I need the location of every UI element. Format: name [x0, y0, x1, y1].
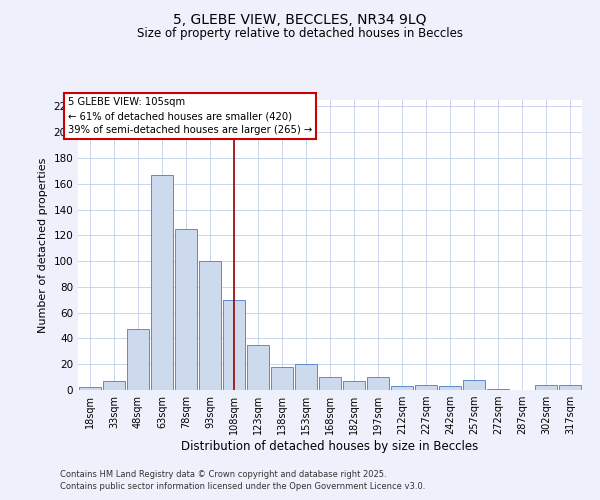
Text: 5 GLEBE VIEW: 105sqm
← 61% of detached houses are smaller (420)
39% of semi-deta: 5 GLEBE VIEW: 105sqm ← 61% of detached h… — [68, 97, 312, 135]
Text: Contains HM Land Registry data © Crown copyright and database right 2025.: Contains HM Land Registry data © Crown c… — [60, 470, 386, 479]
Bar — [559, 385, 581, 390]
Bar — [487, 388, 509, 390]
Bar — [343, 381, 365, 390]
Bar — [439, 386, 461, 390]
Bar — [127, 330, 149, 390]
Bar — [319, 377, 341, 390]
Bar — [415, 385, 437, 390]
Bar — [535, 385, 557, 390]
Bar — [391, 386, 413, 390]
Bar — [463, 380, 485, 390]
Bar — [79, 388, 101, 390]
Bar — [103, 381, 125, 390]
Bar — [223, 300, 245, 390]
Bar — [271, 367, 293, 390]
Text: Size of property relative to detached houses in Beccles: Size of property relative to detached ho… — [137, 28, 463, 40]
Bar — [247, 345, 269, 390]
Y-axis label: Number of detached properties: Number of detached properties — [38, 158, 48, 332]
Text: 5, GLEBE VIEW, BECCLES, NR34 9LQ: 5, GLEBE VIEW, BECCLES, NR34 9LQ — [173, 12, 427, 26]
Bar — [295, 364, 317, 390]
Bar — [367, 377, 389, 390]
X-axis label: Distribution of detached houses by size in Beccles: Distribution of detached houses by size … — [181, 440, 479, 453]
Bar — [199, 261, 221, 390]
Text: Contains public sector information licensed under the Open Government Licence v3: Contains public sector information licen… — [60, 482, 425, 491]
Bar — [175, 229, 197, 390]
Bar — [151, 175, 173, 390]
